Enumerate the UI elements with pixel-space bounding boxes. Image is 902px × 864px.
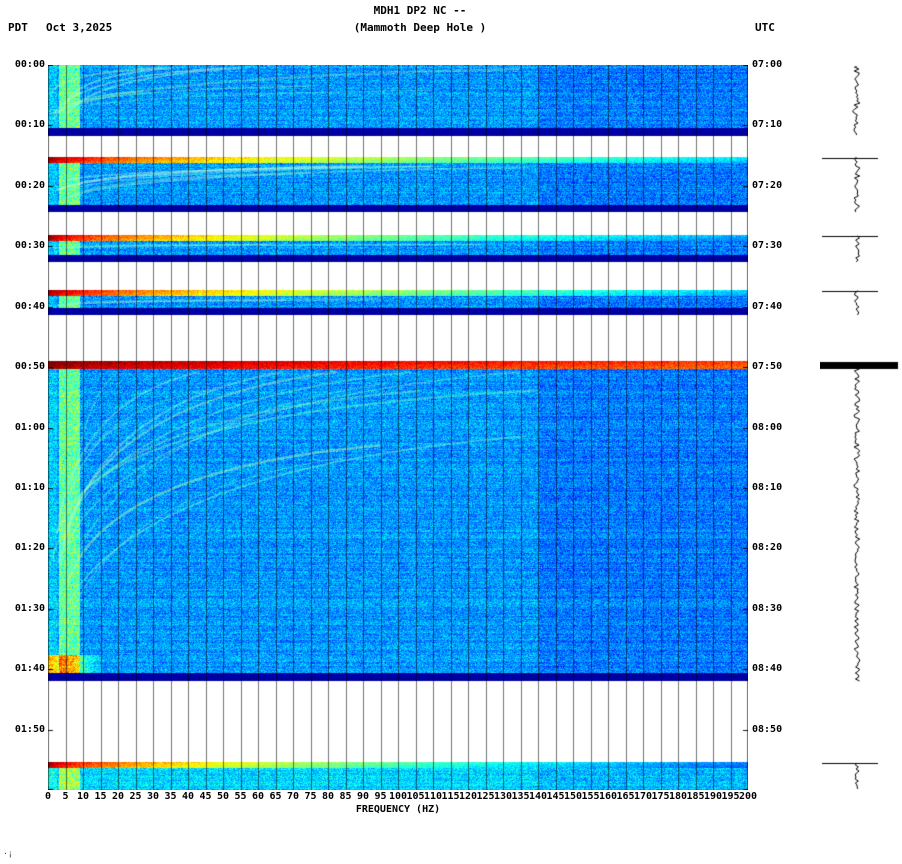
freq-tick-label: 165 [616,791,635,802]
freq-tick-label: 145 [546,791,565,802]
freq-tick-label: 5 [62,791,69,802]
freq-tick-label: 65 [269,791,282,802]
right-timezone-label: UTC [755,21,775,34]
right-time-label: 07:30 [752,240,783,252]
left-time-label: 00:30 [14,240,45,252]
freq-tick-label: 190 [703,791,723,802]
right-time-label: 08:50 [752,723,783,735]
right-time-label: 08:00 [752,421,783,433]
time-axis-right: 07:00 07:10 07:20 07:30 07:40 07:50 08:00 08:10… [752,0,800,864]
right-time-label: 08:40 [752,663,783,675]
right-time-label: 07:00 [752,59,783,70]
time-axis-left: 00:00 00:10 00:20 00:30 00:40 00:50 01:00 01:10… [0,0,45,864]
left-time-label: 00:50 [14,361,45,373]
freq-tick-label: 85 [339,791,352,802]
plot-subtitle: (Mammoth Deep Hole ) [353,21,487,34]
freq-tick-label: 40 [181,791,195,802]
freq-tick-label: 0 [44,791,52,802]
freq-tick-label: 95 [374,791,387,802]
right-time-label: 08:30 [752,602,783,614]
spectrogram-canvas [48,65,748,790]
frequency-axis: 0 5 10 15 20 25 30 35 40 45 50 55 60 65 70 75 80 85 90 95 10… [0,791,902,803]
right-time-label: 07:50 [752,361,783,373]
x-axis-title: FREQUENCY (HZ) [355,804,441,815]
freq-tick-label: 70 [286,791,300,802]
date-label: Oct 3,2025 [46,21,113,34]
freq-tick-label: 25 [129,791,142,802]
freq-tick-label: 60 [251,791,265,802]
freq-tick-label: 135 [511,791,530,802]
freq-tick-label: 30 [146,791,160,802]
freq-tick-label: 180 [668,791,688,802]
freq-tick-label: 20 [111,791,125,802]
freq-tick-label: 45 [199,791,212,802]
left-time-label: 01:20 [14,542,45,554]
right-time-label: 08:10 [752,481,783,493]
freq-tick-label: 125 [476,791,495,802]
left-time-label: 00:10 [14,119,45,131]
left-time-label: 01:00 [14,421,45,433]
freq-tick-label: 185 [686,791,705,802]
right-time-label: 08:20 [752,542,783,554]
freq-tick-label: 15 [94,791,107,802]
right-time-label: 07:10 [752,119,783,131]
left-time-label: 01:40 [14,663,45,675]
freq-tick-label: 170 [633,791,653,802]
freq-tick-label: 55 [234,791,247,802]
plot-title: MDH1 DP2 NC -- [373,4,467,17]
right-time-label: 07:40 [752,300,783,312]
corner-artifact: ·¡ [3,849,13,858]
freq-tick-label: 50 [216,791,230,802]
freq-tick-label: 80 [321,791,335,802]
freq-tick-label: 195 [721,791,740,802]
freq-tick-label: 35 [164,791,177,802]
freq-tick-label: 115 [441,791,460,802]
right-time-label: 07:20 [752,179,783,191]
freq-tick-label: 110 [423,791,443,802]
freq-tick-label: 105 [406,791,425,802]
left-time-label: 01:50 [14,723,45,735]
left-time-label: 01:10 [14,481,45,493]
freq-tick-label: 200 [738,791,758,802]
freq-tick-label: 120 [458,791,478,802]
left-timezone-label: PDT [8,21,28,34]
freq-tick-label: 75 [304,791,317,802]
left-time-label: 00:40 [14,300,45,312]
freq-tick-label: 150 [563,791,583,802]
freq-tick-label: 130 [493,791,513,802]
left-time-label: 01:30 [14,602,45,614]
freq-tick-label: 100 [388,791,408,802]
freq-tick-label: 155 [581,791,600,802]
freq-tick-label: 10 [76,791,90,802]
freq-tick-label: 175 [651,791,670,802]
left-time-label: 00:20 [14,179,45,191]
freq-tick-label: 90 [356,791,370,802]
freq-tick-label: 160 [598,791,618,802]
freq-tick-label: 140 [528,791,548,802]
seismogram-trace-canvas [820,65,900,790]
left-time-label: 00:00 [14,59,45,70]
